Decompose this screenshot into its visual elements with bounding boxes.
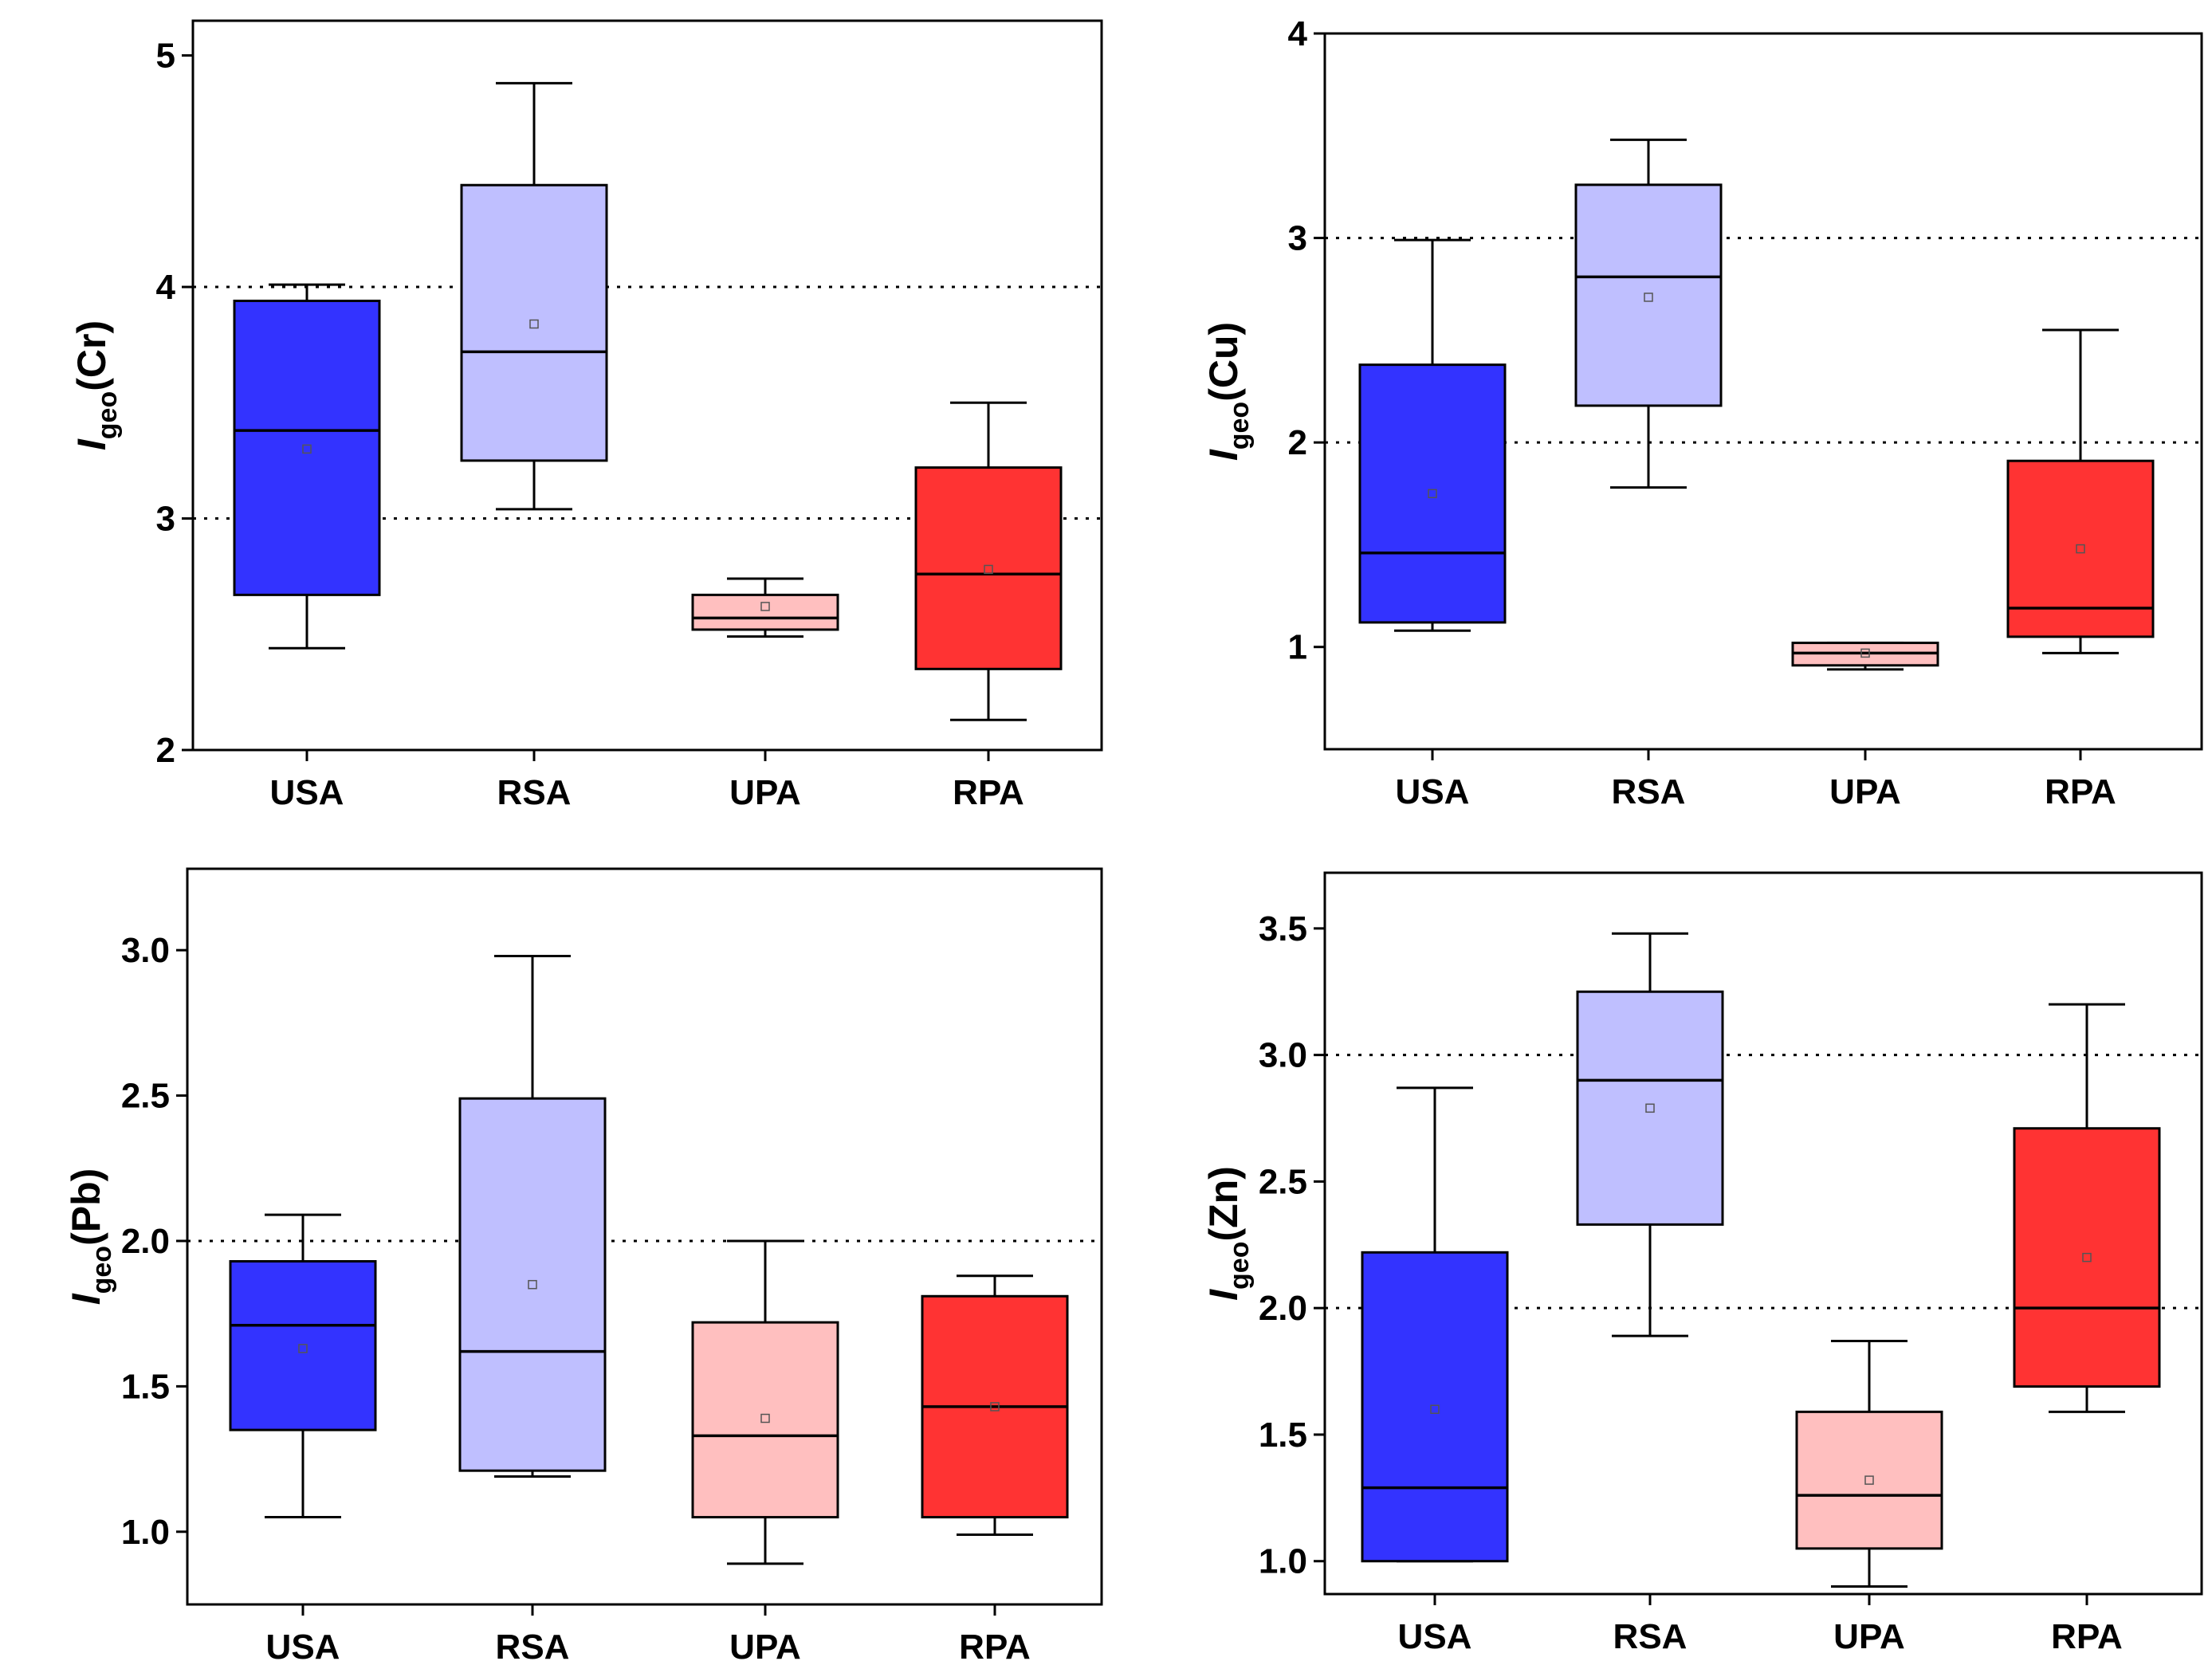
- box-body: [1574, 183, 1723, 407]
- category-label: USA: [1396, 772, 1470, 811]
- box-rpa: [2006, 328, 2155, 654]
- y-tick-label: 2.5: [121, 1077, 170, 1116]
- y-tick-label: 5: [156, 37, 175, 76]
- box-usa: [1358, 238, 1507, 632]
- box-upa: [1791, 642, 1939, 671]
- box-body: [914, 466, 1063, 670]
- plot-frame: [1323, 32, 2203, 751]
- mean-marker: [1860, 648, 1870, 658]
- category-label: UPA: [1833, 1617, 1905, 1656]
- y-tick-label: 2: [1288, 423, 1307, 462]
- category-label: RSA: [497, 773, 572, 812]
- y-tick-label: 4: [1288, 14, 1308, 53]
- category-label: UPA: [729, 773, 801, 812]
- category-label: USA: [270, 773, 344, 812]
- category-label: RSA: [496, 1628, 570, 1665]
- box-usa: [229, 1213, 377, 1519]
- mean-marker: [528, 1279, 537, 1290]
- y-tick-label: 4: [156, 268, 176, 307]
- box-rsa: [460, 81, 608, 511]
- y-axis-label: Igeo(Cr): [69, 320, 123, 450]
- box-rpa: [2013, 1003, 2161, 1413]
- box-body: [691, 1321, 839, 1519]
- box-body: [1576, 990, 1724, 1226]
- mean-marker: [302, 444, 312, 454]
- mean-marker: [1864, 1475, 1874, 1485]
- category-label: UPA: [1829, 772, 1901, 811]
- category-label: RSA: [1613, 1617, 1687, 1656]
- box-body: [2006, 459, 2155, 638]
- y-tick-label: 2.0: [1259, 1289, 1307, 1328]
- category-label: RPA: [953, 773, 1024, 812]
- mean-marker: [1430, 1404, 1440, 1414]
- box-body: [1358, 363, 1507, 624]
- box-body: [229, 1260, 377, 1431]
- y-tick-label: 3: [156, 500, 175, 539]
- chart-panel-2: 1.0 1.5 2.0 2.5 3.0 USA RSA UPA RPA Igeo(Pb): [64, 867, 1103, 1665]
- category-label: UPA: [729, 1628, 801, 1665]
- plot-frame: [1323, 871, 2203, 1596]
- y-tick-label: 1.5: [1259, 1416, 1307, 1455]
- box-usa: [1361, 1086, 1509, 1563]
- box-upa: [691, 1239, 839, 1565]
- box-body: [691, 593, 839, 631]
- mean-marker: [1644, 293, 1653, 302]
- category-label: RSA: [1612, 772, 1686, 811]
- y-axis-label: Igeo(Zn): [1201, 1166, 1255, 1301]
- y-tick-label: 1.5: [121, 1367, 170, 1406]
- category-label: RPA: [2045, 772, 2116, 811]
- category-label: USA: [266, 1628, 340, 1665]
- box-body: [1795, 1410, 1943, 1550]
- mean-marker: [990, 1402, 1000, 1412]
- category-label: USA: [1398, 1617, 1472, 1656]
- chart-panel-0: 2 3 4 5 USA RSA UPA RPA Igeo(Cr): [69, 19, 1103, 812]
- box-rpa: [921, 1274, 1069, 1536]
- box-upa: [691, 577, 839, 638]
- y-tick-label: 3: [1288, 219, 1307, 258]
- box-upa: [1795, 1339, 1943, 1588]
- box-body: [460, 183, 608, 462]
- mean-marker: [1428, 489, 1437, 499]
- mean-marker: [760, 1413, 770, 1423]
- chart-panel-3: 1.0 1.5 2.0 2.5 3.0 3.5 USA RSA UPA RPA Igeo(Zn): [1201, 871, 2203, 1656]
- y-axis-label: Igeo(Pb): [64, 1168, 117, 1306]
- y-tick-label: 3.0: [121, 931, 170, 970]
- y-tick-label: 2: [156, 731, 175, 770]
- category-label: RPA: [2051, 1617, 2123, 1656]
- box-rsa: [1574, 138, 1723, 489]
- mean-marker: [529, 319, 539, 329]
- y-tick-label: 3.5: [1259, 909, 1307, 948]
- y-tick-label: 1.0: [121, 1513, 170, 1552]
- mean-marker: [2082, 1252, 2092, 1262]
- box-rpa: [914, 401, 1063, 721]
- plot-frame: [191, 19, 1103, 752]
- mean-marker: [984, 564, 993, 575]
- mean-marker: [2076, 544, 2085, 554]
- box-body: [1361, 1251, 1509, 1563]
- y-axis-label: Igeo(Cu): [1201, 322, 1255, 461]
- box-rsa: [1576, 932, 1724, 1337]
- y-tick-label: 1: [1288, 628, 1307, 667]
- y-tick-label: 2.0: [121, 1222, 170, 1261]
- y-tick-label: 1.0: [1259, 1542, 1307, 1581]
- box-usa: [233, 283, 381, 650]
- chart-panel-1: 1 2 3 4 USA RSA UPA RPA Igeo(Cu): [1201, 14, 2203, 811]
- mean-marker: [1645, 1103, 1655, 1113]
- plot-frame: [186, 867, 1103, 1606]
- box-rsa: [458, 954, 607, 1478]
- mean-marker: [298, 1344, 308, 1353]
- y-tick-label: 2.5: [1259, 1162, 1307, 1201]
- y-tick-label: 3.0: [1259, 1036, 1307, 1075]
- box-body: [2013, 1127, 2161, 1388]
- box-body: [233, 299, 381, 596]
- category-label: RPA: [959, 1628, 1031, 1665]
- box-body: [458, 1097, 607, 1472]
- mean-marker: [760, 602, 770, 611]
